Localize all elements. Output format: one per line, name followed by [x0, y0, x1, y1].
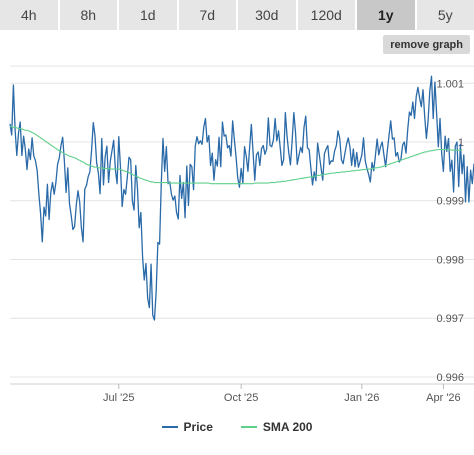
- tab-8h[interactable]: 8h: [59, 0, 117, 30]
- y-tick-label: 0.997: [436, 313, 464, 325]
- tab-5y[interactable]: 5y: [416, 0, 474, 30]
- remove-graph-button[interactable]: remove graph: [383, 35, 470, 54]
- y-tick-label: 1.001: [436, 78, 464, 90]
- price-line-swatch: [161, 426, 178, 428]
- tab-7d[interactable]: 7d: [178, 0, 236, 30]
- y-tick-label: 0.998: [436, 254, 464, 266]
- legend-item-sma[interactable]: SMA 200: [240, 420, 313, 434]
- y-tick-label: 0.996: [436, 372, 464, 384]
- tab-120d[interactable]: 120d: [297, 0, 355, 30]
- tab-4h[interactable]: 4h: [0, 0, 58, 30]
- y-tick-label: 1: [458, 137, 464, 149]
- legend-label-price: Price: [183, 420, 213, 434]
- sma-line-swatch: [240, 426, 257, 428]
- x-tick-label: Apr '26: [426, 392, 461, 403]
- legend-item-price[interactable]: Price: [161, 420, 213, 434]
- price-chart: 0.996 0.997 0.998 0.999 1 1.001 Jul '25 Oct '25…: [9, 65, 474, 403]
- y-tick-label: 0.999: [436, 196, 464, 208]
- tab-1y[interactable]: 1y: [357, 0, 415, 30]
- x-tick-label: Jul '25: [103, 392, 134, 403]
- timeframe-tabs: 4h 8h 1d 7d 30d 120d 1y 5y: [0, 0, 474, 30]
- tab-30d[interactable]: 30d: [238, 0, 296, 30]
- tab-1d[interactable]: 1d: [119, 0, 177, 30]
- chart-legend: Price SMA 200: [0, 420, 474, 434]
- x-tick-label: Oct '25: [224, 392, 259, 403]
- price-series-line: [9, 75, 474, 321]
- legend-label-sma: SMA 200: [262, 420, 313, 434]
- x-tick-label: Jan '26: [344, 392, 379, 403]
- sma-200-series-line: [10, 126, 463, 185]
